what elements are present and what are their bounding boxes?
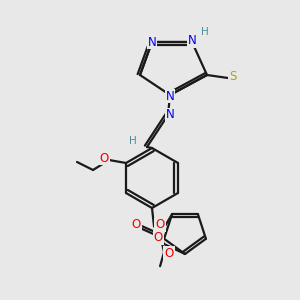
Text: N: N bbox=[166, 109, 174, 122]
Text: S: S bbox=[229, 70, 237, 83]
Text: O: O bbox=[99, 152, 109, 164]
Text: O: O bbox=[154, 231, 163, 244]
Text: N: N bbox=[148, 35, 156, 49]
Text: H: H bbox=[201, 27, 209, 37]
Text: O: O bbox=[164, 247, 174, 260]
Text: O: O bbox=[155, 218, 165, 232]
Text: N: N bbox=[166, 89, 174, 103]
Text: O: O bbox=[131, 218, 141, 231]
Text: H: H bbox=[129, 136, 137, 146]
Text: N: N bbox=[188, 34, 196, 47]
